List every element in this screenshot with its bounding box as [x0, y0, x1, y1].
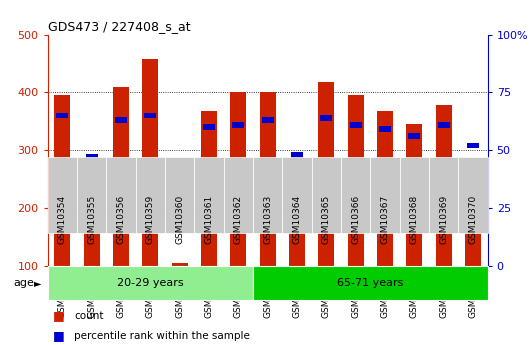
Text: GSM10360: GSM10360 — [175, 195, 184, 244]
Text: GSM10361: GSM10361 — [205, 195, 214, 244]
Bar — [429, 157, 458, 233]
Bar — [253, 266, 488, 300]
Bar — [172, 263, 188, 266]
Bar — [406, 124, 422, 266]
Bar — [400, 157, 429, 233]
Text: GSM10359: GSM10359 — [146, 195, 155, 244]
Text: 20-29 years: 20-29 years — [117, 278, 184, 288]
Bar — [318, 82, 334, 266]
Text: percentile rank within the sample: percentile rank within the sample — [74, 331, 250, 341]
Bar — [107, 157, 136, 233]
Bar — [56, 112, 68, 118]
Bar — [467, 142, 479, 148]
Bar — [195, 157, 224, 233]
Bar — [320, 115, 332, 121]
Bar — [377, 111, 393, 266]
Bar — [436, 105, 452, 266]
Text: GSM10369: GSM10369 — [439, 195, 448, 244]
Bar — [350, 122, 361, 128]
Text: GSM10366: GSM10366 — [351, 195, 360, 244]
Bar — [282, 157, 312, 233]
Bar — [348, 95, 364, 266]
Bar — [408, 133, 420, 139]
Bar — [438, 122, 449, 128]
Text: GDS473 / 227408_s_at: GDS473 / 227408_s_at — [48, 20, 190, 33]
Text: ►: ► — [34, 278, 42, 288]
Text: ■: ■ — [53, 329, 65, 343]
Bar — [201, 111, 217, 266]
Text: GSM10362: GSM10362 — [234, 195, 243, 244]
Bar — [86, 154, 98, 160]
Bar — [458, 157, 488, 233]
Bar — [379, 126, 391, 132]
Text: 65-71 years: 65-71 years — [337, 278, 403, 288]
Bar — [253, 157, 282, 233]
Text: GSM10365: GSM10365 — [322, 195, 331, 244]
Bar — [48, 266, 253, 300]
Bar — [312, 157, 341, 233]
Bar — [230, 92, 246, 266]
Bar — [136, 157, 165, 233]
Bar — [465, 174, 481, 266]
Text: age: age — [13, 278, 34, 288]
Bar — [224, 157, 253, 233]
Text: count: count — [74, 311, 104, 321]
Text: GSM10354: GSM10354 — [58, 195, 67, 244]
Bar — [174, 210, 185, 215]
Bar — [77, 157, 107, 233]
Bar — [370, 157, 400, 233]
Bar — [232, 122, 244, 128]
Bar — [262, 117, 273, 123]
Text: GSM10370: GSM10370 — [469, 195, 478, 244]
Bar — [54, 95, 70, 266]
Bar — [165, 157, 195, 233]
Bar — [84, 192, 100, 266]
Text: GSM10368: GSM10368 — [410, 195, 419, 244]
Bar — [144, 112, 156, 118]
Bar — [48, 157, 77, 233]
Bar — [115, 117, 127, 123]
Bar — [289, 186, 305, 266]
Bar — [341, 157, 370, 233]
Bar — [142, 59, 158, 266]
Bar — [113, 87, 129, 266]
Text: GSM10363: GSM10363 — [263, 195, 272, 244]
Text: GSM10364: GSM10364 — [293, 195, 302, 244]
Text: ■: ■ — [53, 309, 65, 322]
Text: GSM10367: GSM10367 — [381, 195, 390, 244]
Text: GSM10356: GSM10356 — [117, 195, 126, 244]
Bar — [260, 92, 276, 266]
Bar — [203, 124, 215, 130]
Bar — [291, 152, 303, 158]
Text: GSM10355: GSM10355 — [87, 195, 96, 244]
